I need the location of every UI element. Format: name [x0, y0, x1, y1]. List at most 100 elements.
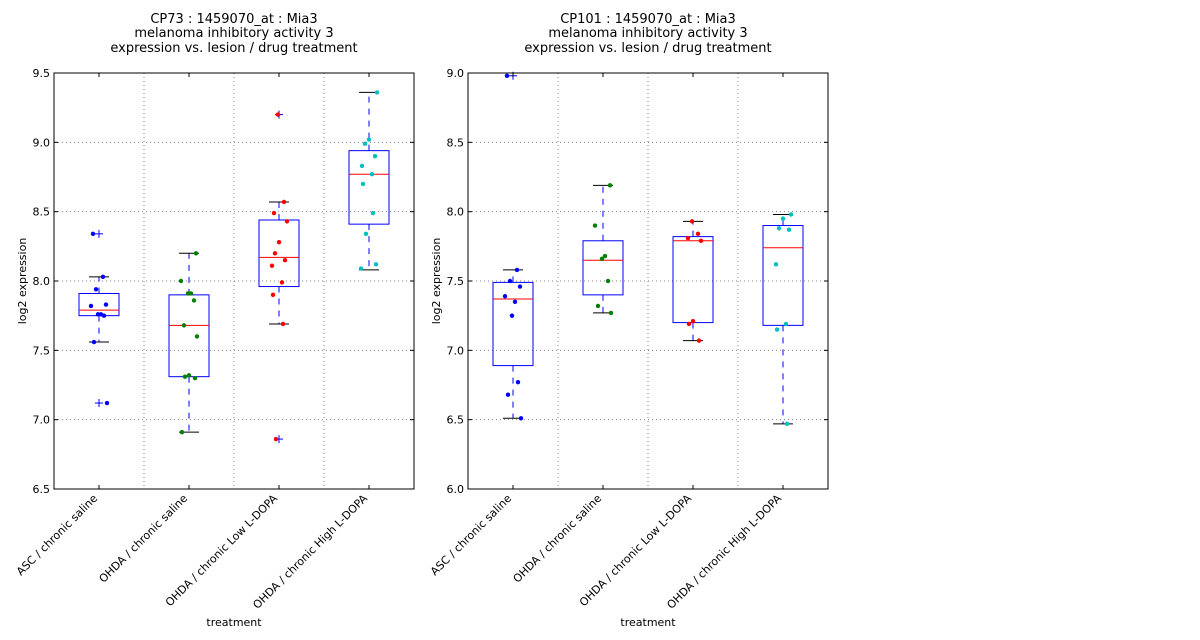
data-point	[783, 321, 789, 327]
y-tick-label: 9.5	[33, 67, 51, 80]
data-point	[507, 278, 513, 284]
grid	[468, 73, 828, 489]
y-tick-label: 8.5	[33, 206, 51, 219]
box-group	[168, 251, 210, 435]
y-tick-label: 7.0	[447, 344, 465, 357]
data-point	[186, 373, 192, 378]
box-group	[78, 229, 120, 408]
data-point	[780, 216, 786, 221]
box-group	[762, 212, 804, 427]
data-point	[284, 219, 290, 224]
y-tick-label: 8.0	[447, 206, 465, 219]
box	[492, 281, 534, 367]
data-point	[608, 310, 614, 316]
data-point	[193, 251, 199, 256]
plot-frame	[53, 72, 415, 490]
data-point	[185, 291, 191, 296]
chart-title-line-2: melanoma inhibitory activity 3	[548, 26, 747, 41]
plot-frame	[467, 72, 829, 490]
data-point	[104, 400, 110, 406]
box	[672, 236, 714, 324]
data-point	[191, 298, 197, 303]
data-point	[685, 235, 691, 241]
data-point	[280, 321, 286, 327]
data-point	[372, 154, 378, 159]
data-point	[504, 73, 510, 78]
data-point	[696, 338, 702, 343]
x-tick-label: ASC / chronic saline	[14, 492, 100, 578]
chart-title-line-2: melanoma inhibitory activity 3	[134, 26, 333, 41]
y-tick-label: 9.0	[33, 136, 51, 149]
chart-title-line-1: CP73 : 1459070_at : Mia3	[150, 12, 317, 27]
y-axis-label: log2 expression	[430, 238, 443, 325]
data-point	[373, 262, 379, 267]
x-tick-label: OHDA / chronic saline	[97, 492, 191, 586]
data-point	[369, 172, 375, 177]
y-tick-label: 8.5	[447, 136, 465, 149]
chart-title-line-3: expression vs. lesion / drug treatment	[524, 41, 771, 56]
chart-panel-cp73: CP73 : 1459070_at : Mia3 melanoma inhibi…	[14, 12, 415, 629]
data-point	[515, 380, 521, 385]
data-point	[595, 303, 601, 309]
box	[258, 219, 300, 288]
data-point	[271, 210, 277, 216]
y-tick-label: 8.0	[33, 275, 51, 288]
data-point	[101, 313, 107, 318]
y-axis-label: log2 expression	[16, 238, 29, 325]
data-point	[689, 219, 695, 224]
data-point	[88, 303, 94, 309]
data-point	[512, 299, 518, 304]
y-tick-label: 6.0	[447, 483, 465, 496]
data-point	[509, 313, 515, 318]
data-point	[181, 323, 187, 328]
data-point	[514, 267, 520, 273]
x-tick-label: ASC / chronic saline	[428, 492, 514, 578]
box-group	[582, 183, 624, 316]
box	[762, 225, 804, 326]
flier-marker	[95, 399, 103, 408]
x-axis-label: treatment	[206, 616, 262, 629]
data-point	[363, 231, 369, 237]
y-tick-label: 6.5	[33, 483, 51, 496]
data-point	[370, 210, 376, 216]
box-group	[672, 219, 714, 343]
box-group	[348, 90, 390, 271]
data-point	[275, 112, 281, 117]
box	[168, 294, 210, 378]
data-point	[270, 292, 276, 298]
y-tick-label: 7.5	[447, 275, 465, 288]
box-group	[258, 110, 300, 444]
data-point	[194, 334, 200, 339]
data-point	[695, 231, 701, 237]
y-tick-label: 7.5	[33, 344, 51, 357]
data-point	[273, 436, 279, 442]
data-point	[360, 181, 366, 187]
y-tick-label: 6.5	[447, 414, 465, 427]
data-point	[103, 302, 109, 307]
chart-title-line-3: expression vs. lesion / drug treatment	[110, 41, 357, 56]
data-point	[786, 227, 792, 232]
data-point	[358, 266, 364, 271]
data-point	[179, 429, 185, 435]
data-point	[269, 263, 275, 268]
data-point	[784, 421, 790, 427]
data-point	[182, 374, 188, 379]
data-point	[272, 251, 278, 256]
data-point	[698, 238, 704, 243]
data-point	[281, 199, 287, 205]
chart-title-line-1: CP101 : 1459070_at : Mia3	[560, 12, 736, 27]
data-point	[362, 141, 368, 146]
data-point	[592, 223, 598, 228]
data-point	[359, 163, 365, 169]
data-point	[279, 280, 285, 285]
data-point	[788, 212, 794, 217]
data-point	[605, 278, 611, 284]
box	[348, 150, 390, 225]
flier-marker	[95, 229, 103, 238]
chart-panel-cp101: CP101 : 1459070_at : Mia3 melanoma inhib…	[428, 12, 829, 629]
data-point	[690, 319, 696, 324]
data-point	[276, 239, 282, 245]
data-point	[502, 294, 508, 299]
data-point	[602, 253, 608, 259]
